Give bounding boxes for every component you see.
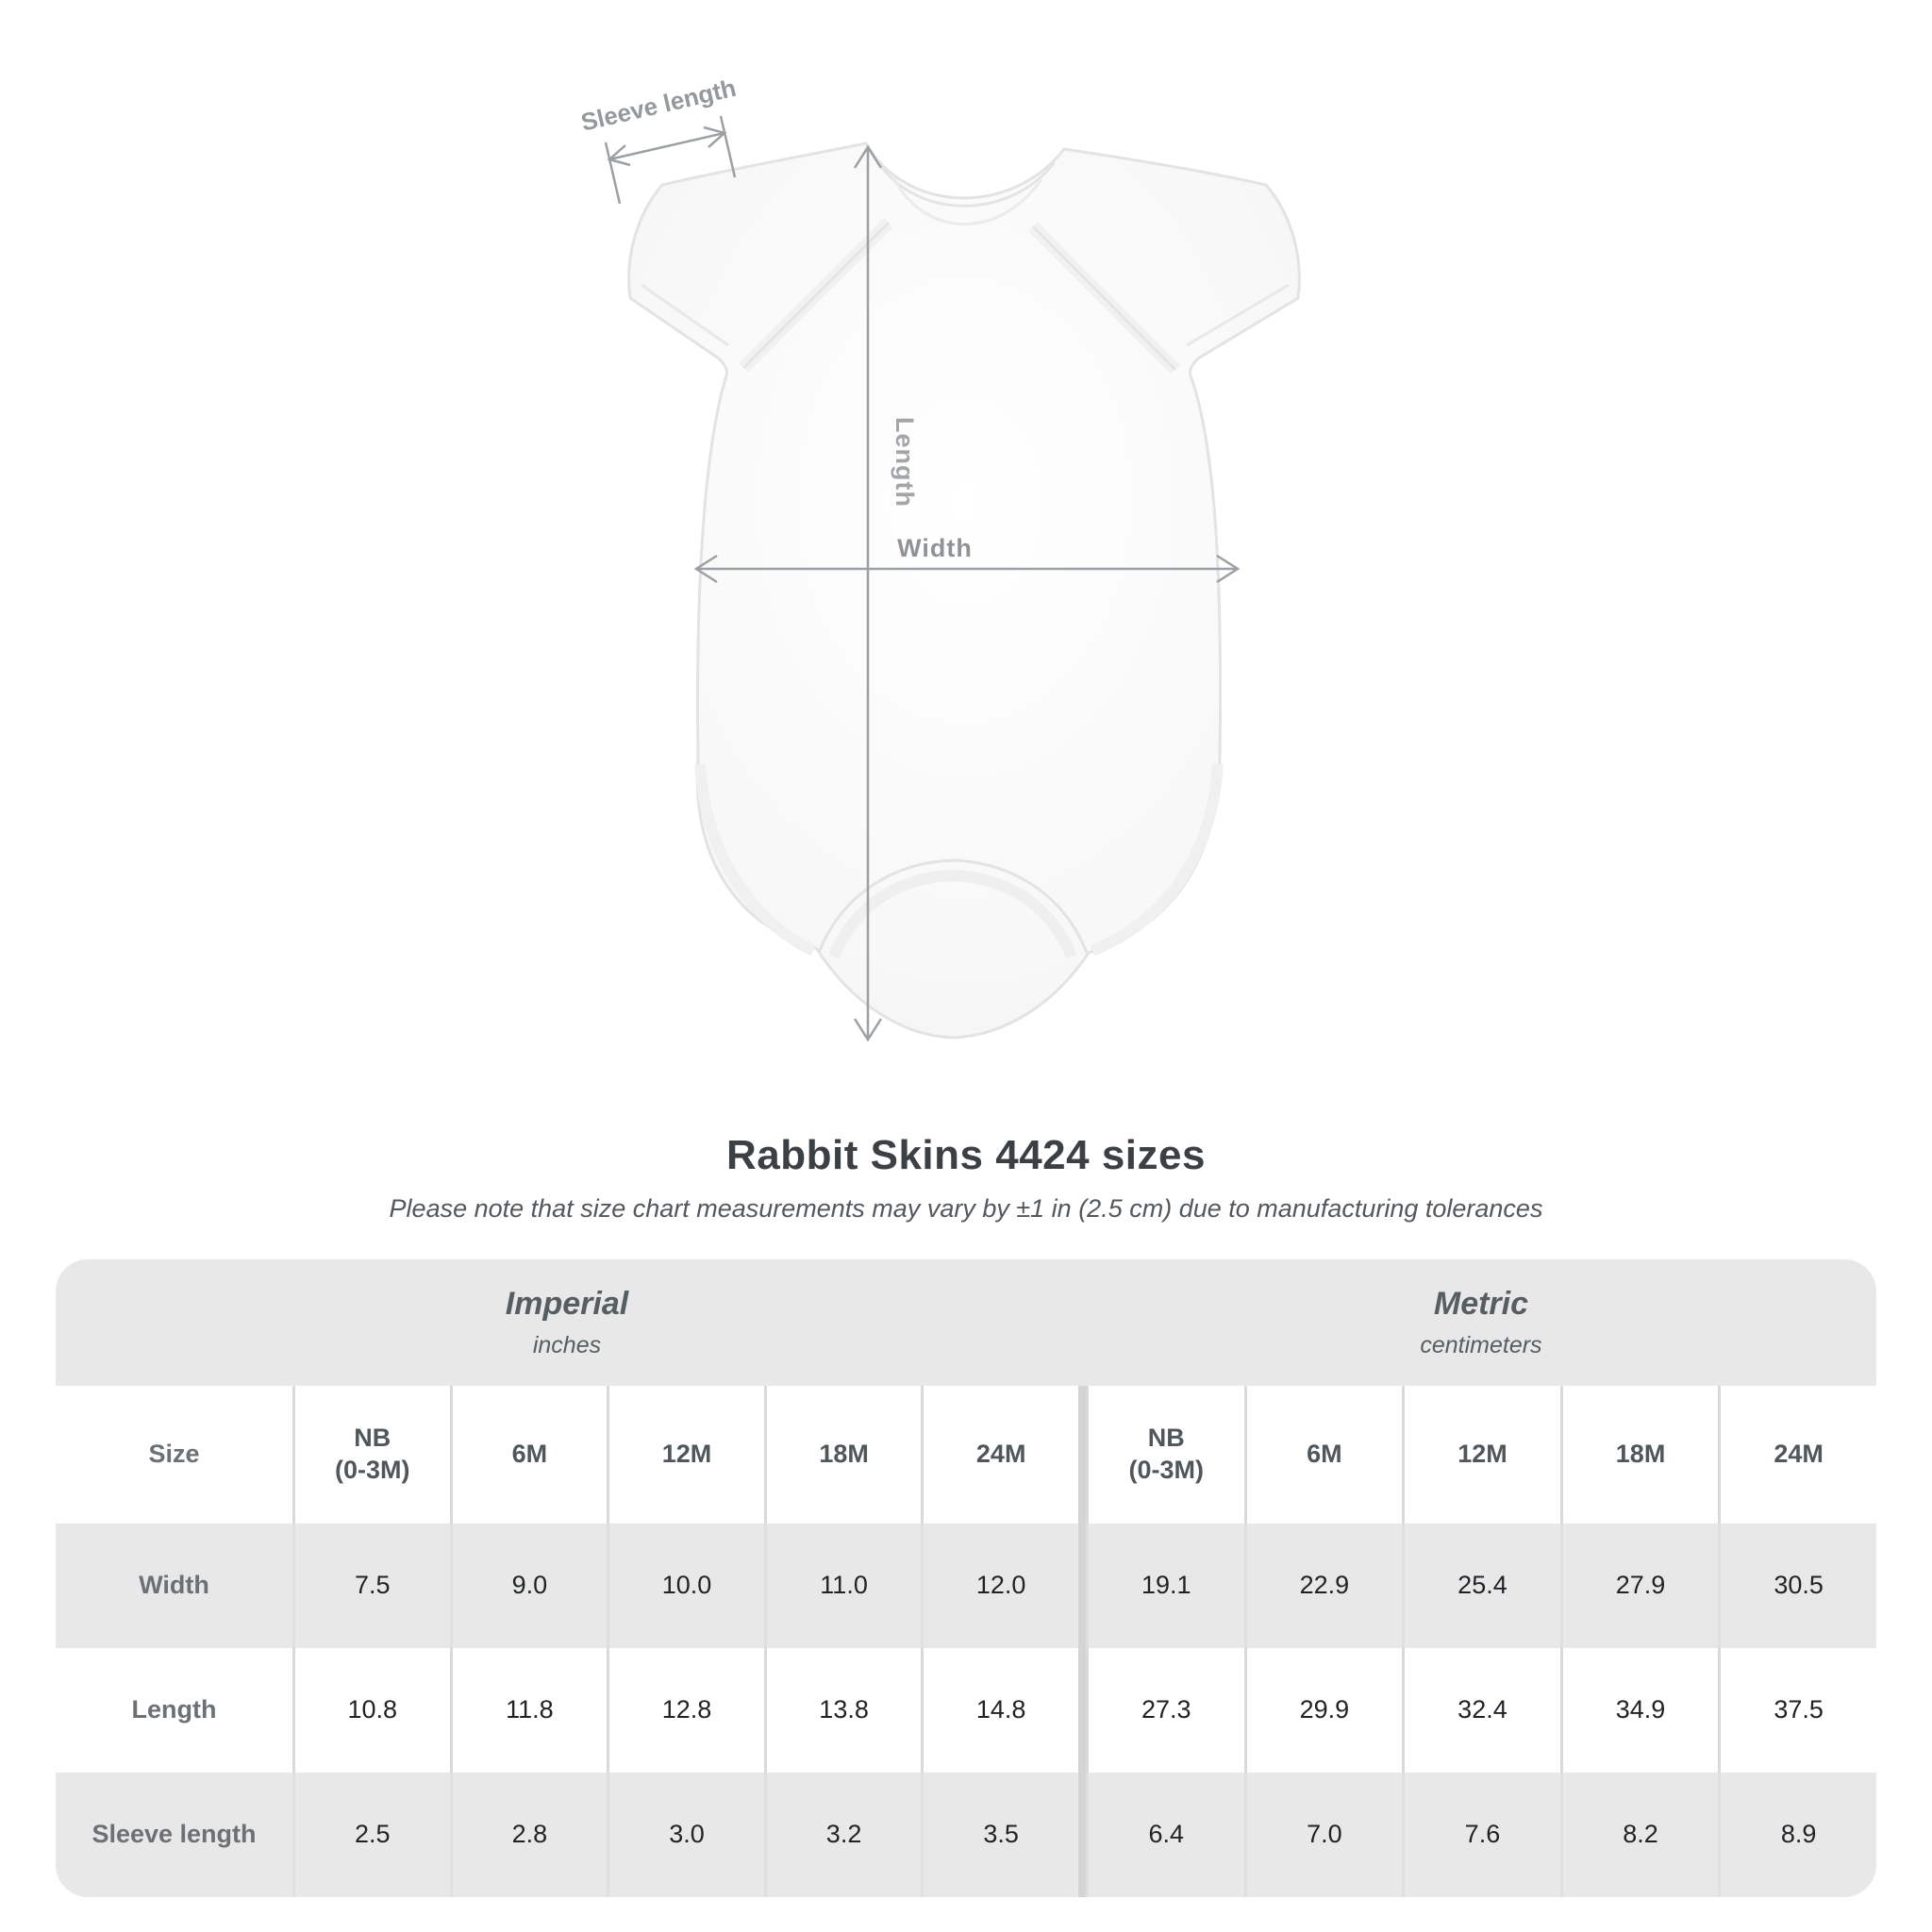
table-cell: 22.9 [1243, 1524, 1403, 1648]
column-header-sub: (0-3M) [335, 1456, 410, 1484]
row-label: Length [56, 1648, 292, 1773]
column-header-label: NB [354, 1424, 391, 1453]
column-header-label: NB [1147, 1424, 1185, 1453]
page-title: Rabbit Skins 4424 sizes [726, 1132, 1206, 1178]
column-header: 24M [1718, 1386, 1876, 1524]
table-cell: 27.3 [1085, 1648, 1244, 1773]
column-header: 18M [763, 1386, 922, 1524]
metric-unit: centimeters [1420, 1332, 1542, 1358]
column-header-label: 18M [819, 1440, 869, 1469]
row-label: Width [56, 1524, 292, 1648]
section-divider [1077, 1524, 1086, 1648]
metric-section-header: Metric centimeters [1086, 1286, 1876, 1359]
table-cell: 12.0 [921, 1524, 1078, 1648]
table-cell: 7.6 [1402, 1773, 1560, 1897]
length-label: Length [891, 417, 919, 508]
table-cell: 19.1 [1085, 1524, 1244, 1648]
table-cell: 6.4 [1085, 1773, 1244, 1897]
column-header-label: 24M [975, 1440, 1026, 1469]
imperial-unit: inches [532, 1332, 602, 1358]
width-label: Width [897, 534, 973, 562]
table-cell: 3.5 [921, 1773, 1078, 1897]
section-divider [1077, 1773, 1086, 1897]
column-header: 6M [1243, 1386, 1403, 1524]
table-cell: 8.9 [1718, 1773, 1876, 1897]
table-cell: 7.0 [1243, 1773, 1403, 1897]
table-cell: 37.5 [1718, 1648, 1876, 1773]
column-header: 6M [449, 1386, 608, 1524]
snap-flap [817, 858, 1089, 954]
tolerance-note: Please note that size chart measurements… [389, 1194, 1543, 1223]
table-cell: 34.9 [1559, 1648, 1719, 1773]
table-cell: 2.5 [292, 1773, 450, 1897]
imperial-section-header: Imperial inches [56, 1286, 1078, 1359]
onesie-outline [627, 142, 1301, 1040]
column-header: 12M [607, 1386, 764, 1524]
table-cell: 13.8 [763, 1648, 922, 1773]
table-cell: 3.2 [763, 1773, 922, 1897]
column-header: 12M [1402, 1386, 1560, 1524]
section-divider [1077, 1648, 1086, 1773]
row-label: Sleeve length [56, 1773, 292, 1897]
table-cell: 10.8 [292, 1648, 450, 1773]
table-cell: 7.5 [292, 1524, 450, 1648]
column-header-label: 24M [1774, 1440, 1824, 1469]
length-arrow [853, 144, 883, 1042]
width-arrow [693, 554, 1241, 584]
bodysuit-diagram: Sleeve length Length Width [578, 74, 1301, 1042]
column-header-label: 6M [1307, 1440, 1342, 1469]
column-header: 18M [1559, 1386, 1719, 1524]
column-header: NB (0-3M) [1085, 1386, 1244, 1524]
column-header-label: 18M [1615, 1440, 1666, 1469]
size-header: Size [56, 1386, 292, 1524]
column-header-label: 12M [1457, 1440, 1507, 1469]
metric-label: Metric [1433, 1286, 1529, 1322]
column-header: NB (0-3M) [292, 1386, 450, 1524]
table-cell: 11.8 [449, 1648, 608, 1773]
table-cell: 29.9 [1243, 1648, 1403, 1773]
table-cell: 32.4 [1402, 1648, 1560, 1773]
imperial-label: Imperial [505, 1286, 629, 1322]
table-cell: 14.8 [921, 1648, 1078, 1773]
column-header-label: 12M [661, 1440, 712, 1469]
section-divider [1077, 1386, 1086, 1524]
collar-band-inner [891, 175, 1043, 225]
table-cell: 2.8 [449, 1773, 608, 1897]
table-cell: 3.0 [607, 1773, 764, 1897]
table-cell: 9.0 [449, 1524, 608, 1648]
measurement-annotations [604, 115, 1241, 1042]
table-cell: 10.0 [607, 1524, 764, 1648]
column-header: 24M [921, 1386, 1078, 1524]
sleeve-length-arrow [604, 115, 737, 205]
table-cell: 30.5 [1718, 1524, 1876, 1648]
table-cell: 12.8 [607, 1648, 764, 1773]
unit-band: Imperial inches Metric centimeters [56, 1259, 1876, 1386]
table-cell: 8.2 [1559, 1773, 1719, 1897]
table-cell: 25.4 [1402, 1524, 1560, 1648]
table-cell: 11.0 [763, 1524, 922, 1648]
column-header-label: 6M [511, 1440, 548, 1469]
column-header-sub: (0-3M) [1128, 1456, 1205, 1484]
size-table: Imperial inches Metric centimeters Size … [56, 1259, 1876, 1897]
sleeve-length-label: Sleeve length [578, 74, 739, 137]
table-cell: 27.9 [1559, 1524, 1719, 1648]
